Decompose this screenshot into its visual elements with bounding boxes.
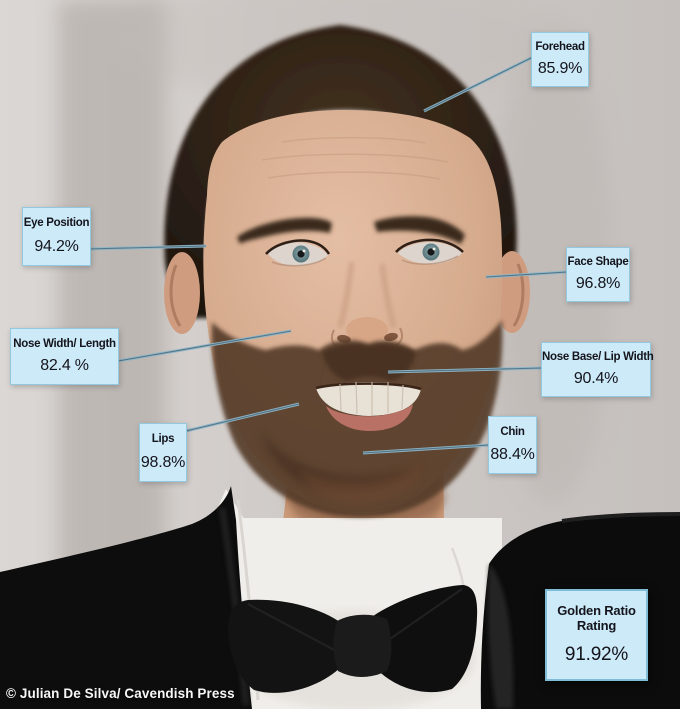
golden-ratio-rating-value: 91.92% (564, 644, 629, 666)
golden-ratio-rating-box: Golden Ratio Rating 91.92% (545, 589, 648, 681)
callout-connector-lines (87, 55, 568, 455)
callout-eye-position-label: Eye Position (23, 217, 90, 230)
callout-forehead: Forehead 85.9% (531, 32, 589, 87)
callout-face-shape-value: 96.8% (575, 274, 621, 292)
callout-face-shape-label: Face Shape (567, 256, 629, 269)
callout-nose-width-length-value: 82.4 % (40, 357, 89, 375)
callout-nose-width-length-label: Nose Width/ Length (13, 337, 116, 350)
callout-forehead-label: Forehead (535, 41, 585, 54)
hair (164, 25, 517, 318)
callout-lips: Lips 98.8% (139, 423, 187, 482)
callout-lips-value: 98.8% (140, 453, 186, 471)
nose (330, 261, 404, 348)
bow-tie (228, 585, 478, 693)
forehead-creases (261, 136, 449, 180)
photo-credit: © Julian De Silva/ Cavendish Press (6, 686, 235, 701)
beard (211, 320, 503, 518)
callout-chin-value: 88.4% (490, 445, 535, 463)
callout-chin: Chin 88.4% (488, 416, 537, 474)
callout-lips-label: Lips (151, 433, 175, 446)
callout-forehead-value: 85.9% (537, 59, 583, 77)
callout-nose-base-lip-width-label: Nose Base/ Lip Width (542, 351, 654, 364)
eyes (265, 238, 464, 267)
callout-nose-width-length: Nose Width/ Length 82.4 % (10, 328, 119, 385)
callout-nose-base-lip-width: Nose Base/ Lip Width 90.4% (541, 342, 654, 397)
ears (164, 251, 530, 334)
callout-face-shape: Face Shape 96.8% (566, 247, 630, 302)
callout-eye-position: Eye Position 94.2% (22, 207, 91, 266)
golden-ratio-rating-label: Golden Ratio Rating (557, 602, 636, 633)
callout-chin-label: Chin (500, 426, 525, 439)
callout-nose-base-lip-width-value: 90.4% (573, 369, 619, 387)
mouth (315, 381, 422, 431)
eyebrows (237, 216, 465, 244)
callout-eye-position-value: 94.2% (34, 237, 79, 255)
